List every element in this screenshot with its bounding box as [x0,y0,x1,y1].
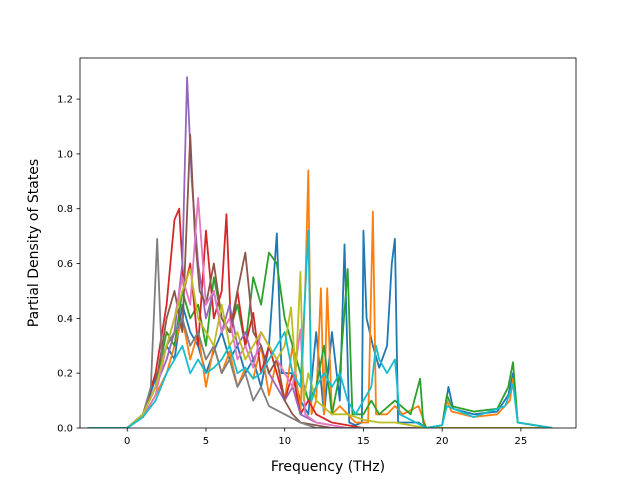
y-axis-label: Partial Density of States [26,159,42,327]
y-tick-label: 1.2 [57,95,73,106]
x-axis-label: Frequency (THz) [271,459,385,475]
y-tick-label: 0.2 [57,369,73,380]
x-tick-label: 15 [357,436,370,447]
series-group [87,76,553,428]
y-tick-label: 1.0 [57,149,73,160]
plot-area: 0 5 10 15 20 25 0.0 0.2 0.4 0.6 0.8 1.0 1.2 [57,57,577,447]
x-tick-label: 0 [124,436,130,447]
y-tick-label: 0.0 [57,424,73,435]
y-tick-label: 0.8 [57,204,73,215]
series-line-10 [87,229,553,428]
x-tick-label: 25 [515,436,528,447]
x-axis-ticks: 0 5 10 15 20 25 [124,428,527,447]
y-tick-label: 0.4 [57,314,73,325]
series-line-8 [87,237,553,428]
plot-frame [79,57,577,429]
series-line-5 [87,76,553,428]
y-tick-label: 0.6 [57,259,73,270]
x-tick-label: 10 [278,436,291,447]
x-tick-label: 20 [436,436,449,447]
series-line-9 [87,268,553,428]
x-tick-label: 5 [203,436,209,447]
y-axis-ticks: 0.0 0.2 0.4 0.6 0.8 1.0 1.2 [57,95,80,435]
